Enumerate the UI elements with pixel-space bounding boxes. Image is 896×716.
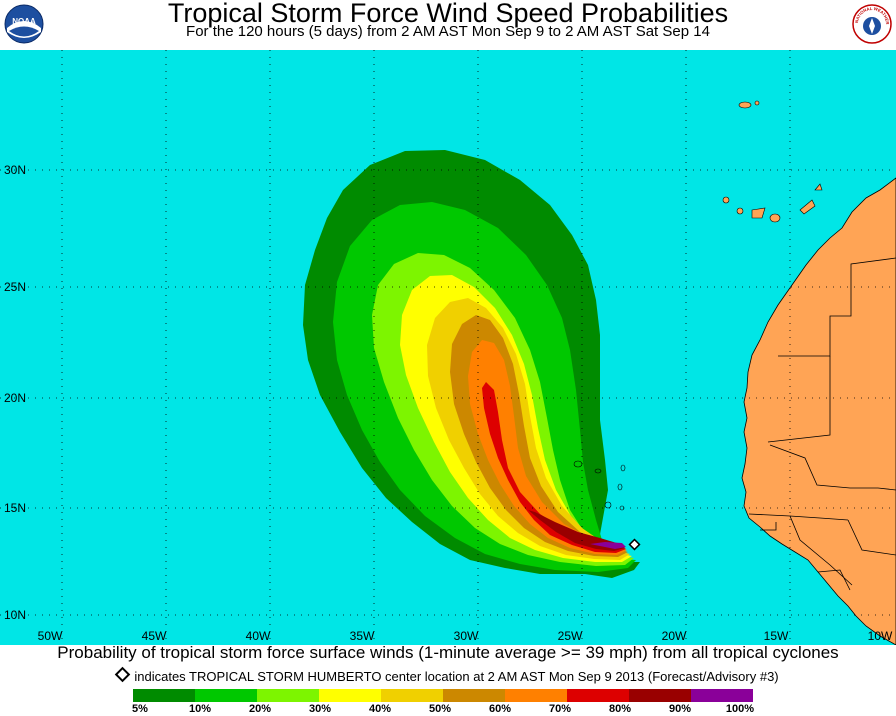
lon-label-45w: 45W xyxy=(142,629,167,643)
lon-label-10w: 10W xyxy=(868,629,893,643)
storm-center-diamond-icon xyxy=(115,666,131,683)
lat-label-20n: 20N xyxy=(4,391,26,405)
probability-contours xyxy=(303,150,640,578)
graticule xyxy=(0,50,896,645)
legend-label: 40% xyxy=(368,703,392,715)
legend-label: 80% xyxy=(608,703,632,715)
noaa-logo-text: NOAA xyxy=(12,17,36,26)
legend-label: 70% xyxy=(548,703,572,715)
lon-label-30w: 30W xyxy=(454,629,479,643)
legend-label: 20% xyxy=(248,703,272,715)
legend-labels: 5% 10% 20% 30% 40% 50% 60% 70% 80% 90% 100% xyxy=(0,703,896,716)
lon-label-35w: 35W xyxy=(350,629,375,643)
map-caption: Probability of tropical storm force surf… xyxy=(57,643,839,662)
lon-label-50w: 50W xyxy=(38,629,63,643)
noaa-logo: NOAA xyxy=(4,4,44,44)
nws-logo: NATIONAL WEATHER SERVICE xyxy=(852,4,892,44)
marker-note: indicates TROPICAL STORM HUMBERTO center… xyxy=(0,666,896,684)
marker-note-text: indicates TROPICAL STORM HUMBERTO center… xyxy=(134,669,779,684)
lat-label-15n: 15N xyxy=(4,501,26,515)
legend-label: 5% xyxy=(132,703,148,715)
legend-label: 60% xyxy=(488,703,512,715)
legend-label: 50% xyxy=(428,703,452,715)
legend-swatch xyxy=(133,689,195,702)
lon-label-25w: 25W xyxy=(558,629,583,643)
color-legend xyxy=(133,689,753,702)
legend-label: 30% xyxy=(308,703,332,715)
legend-label: 90% xyxy=(668,703,692,715)
lat-label-30n: 30N xyxy=(4,163,26,177)
lon-label-40w: 40W xyxy=(246,629,271,643)
country-borders xyxy=(748,257,896,591)
legend-swatch xyxy=(195,689,257,702)
africa-land xyxy=(741,177,896,645)
lat-label-10n: 10N xyxy=(4,608,26,622)
legend-swatch xyxy=(505,689,567,702)
legend-swatch xyxy=(381,689,443,702)
legend-label: 100% xyxy=(725,703,755,715)
page-subtitle: For the 120 hours (5 days) from 2 AM AST… xyxy=(186,23,710,40)
lon-label-20w: 20W xyxy=(662,629,687,643)
header: NOAA Tropical Storm Force Wind Speed Pro… xyxy=(0,0,896,50)
legend-swatch xyxy=(319,689,381,702)
page-title: Tropical Storm Force Wind Speed Probabil… xyxy=(167,0,729,28)
canary-islands xyxy=(722,100,823,223)
legend-swatch xyxy=(443,689,505,702)
legend-swatch xyxy=(567,689,629,702)
lat-label-25n: 25N xyxy=(4,280,26,294)
lon-label-15w: 15W xyxy=(764,629,789,643)
legend-swatch xyxy=(691,689,753,702)
storm-center-marker xyxy=(628,538,641,551)
legend-label: 10% xyxy=(188,703,212,715)
probability-map: 30N 25N 20N 15N 10N 50W 45W 40W 35W 30W … xyxy=(0,50,896,645)
legend-swatch xyxy=(629,689,691,702)
legend-swatch xyxy=(257,689,319,702)
